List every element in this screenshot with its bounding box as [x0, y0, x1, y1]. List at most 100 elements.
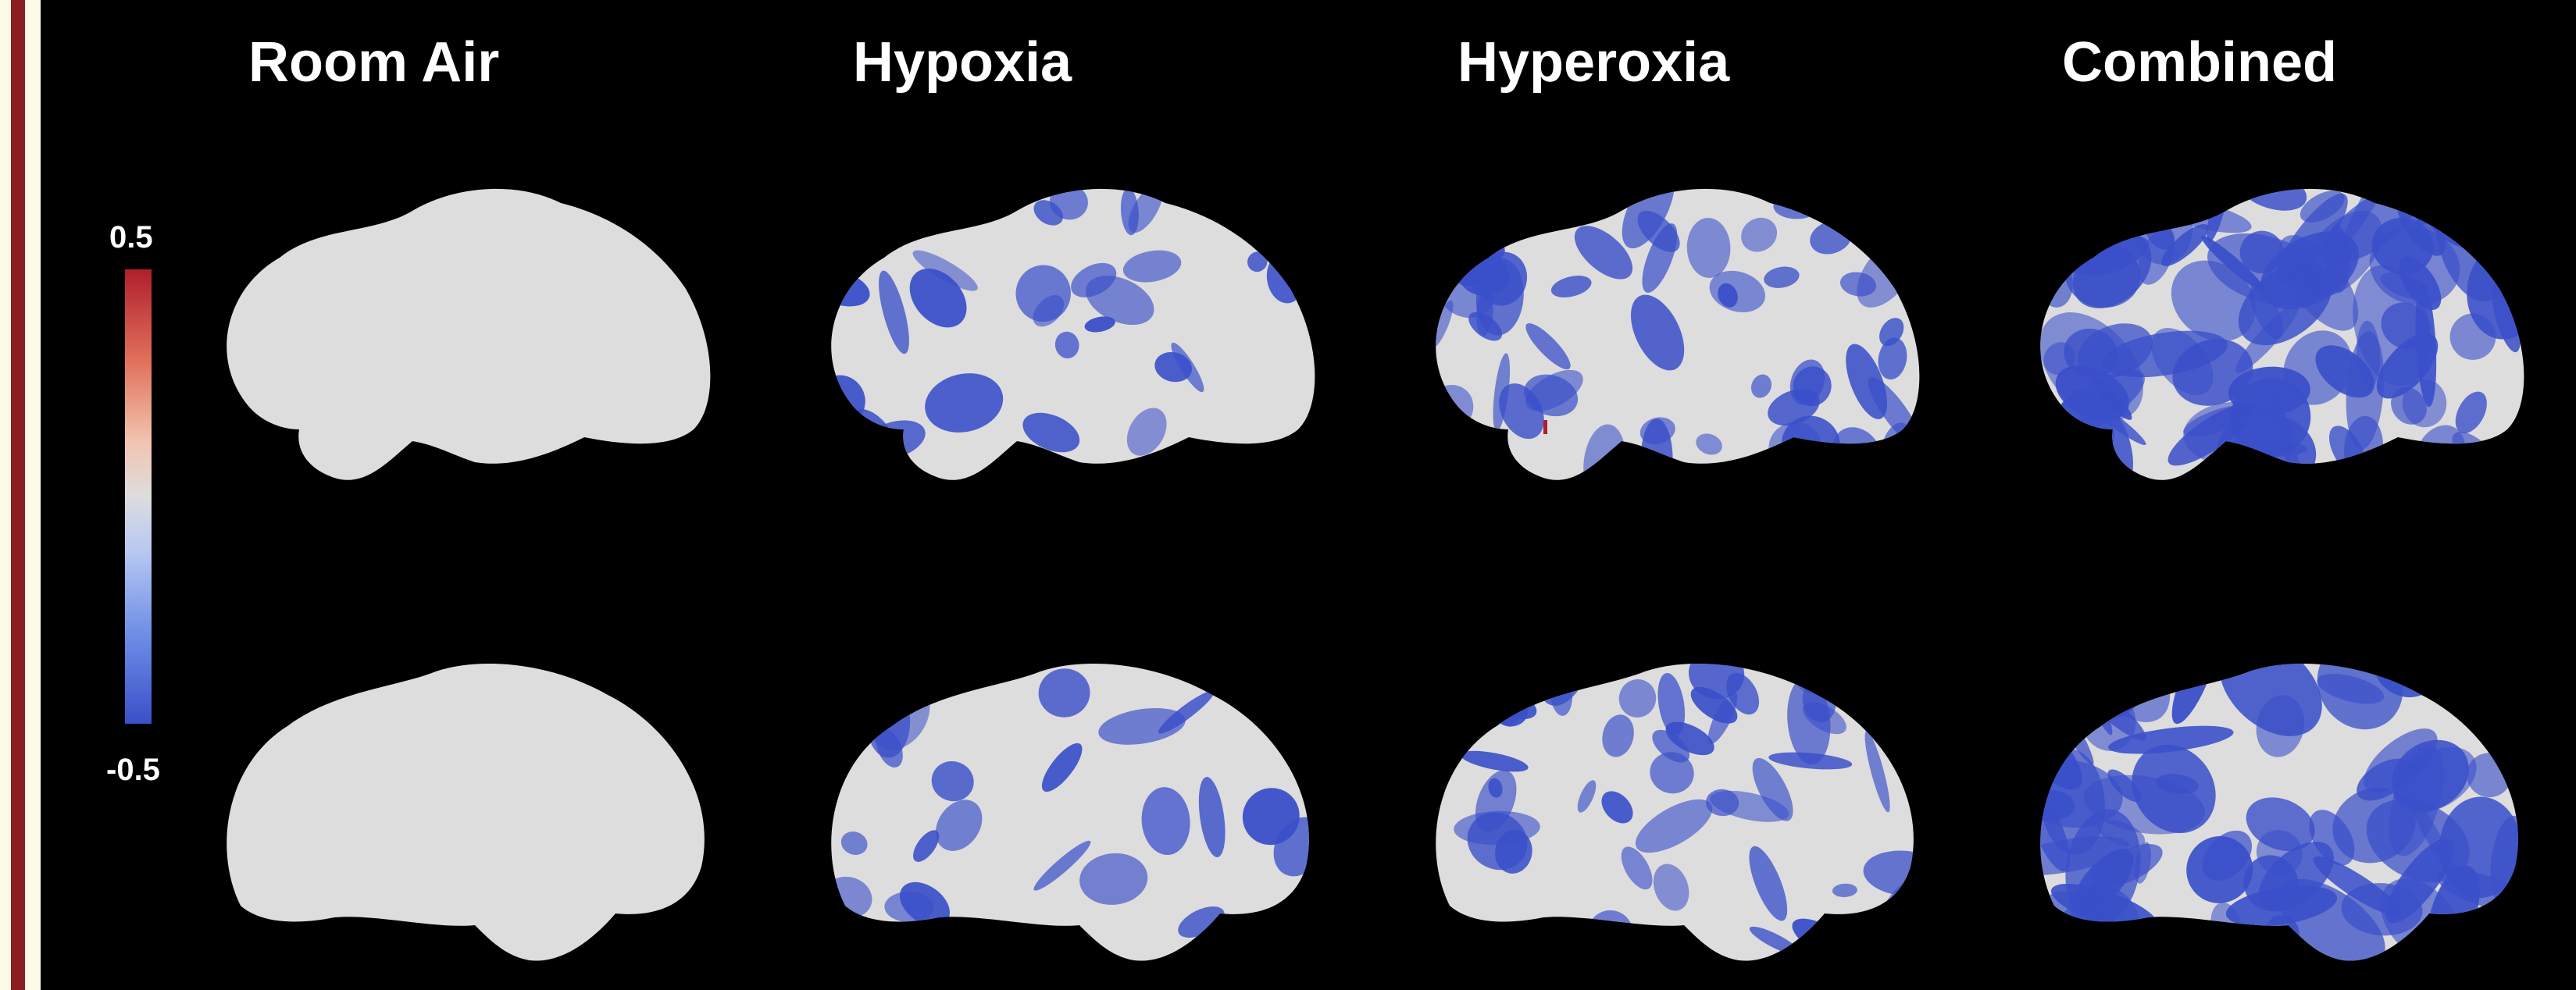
activation-blob: [1084, 316, 1115, 333]
activation-blob: [1622, 188, 1675, 249]
activation-blob: [2040, 792, 2071, 872]
activation-blob: [1602, 714, 1634, 757]
activation-blob: [1650, 752, 1694, 794]
brain-lateral-0: [227, 188, 711, 480]
activation-blob: [1054, 331, 1079, 359]
activation-blob: [2391, 386, 2427, 425]
activation-blob: [1642, 223, 1678, 293]
activation-blob: [1178, 906, 1225, 938]
activation-blob: [931, 761, 974, 802]
activation-blob: [2246, 797, 2315, 852]
brain-surface: [831, 664, 1309, 961]
activation-blob: [1726, 672, 1760, 715]
activation-blob: [2078, 235, 2150, 276]
activation-blob: [1436, 439, 1468, 480]
brain-surface: [227, 188, 711, 480]
brain-medial-2: [1436, 664, 1914, 961]
brain-medial-1: [831, 664, 1309, 961]
activation-blob: [1653, 864, 1689, 911]
activation-blob: [1033, 840, 1091, 891]
activation-blob: [1041, 742, 1083, 792]
activation-blob: [1832, 883, 1857, 898]
activation-blob: [2108, 725, 2234, 754]
activation-blob: [2043, 342, 2075, 376]
activation-blob: [1475, 188, 1534, 225]
activation-blob: [879, 270, 909, 354]
activation-blob: [2455, 391, 2487, 434]
title-hyperoxia: Hyperoxia: [1457, 31, 1730, 94]
activation-blob: [2155, 664, 2190, 678]
activation-blob: [1768, 752, 1853, 770]
activation-blob: [2416, 188, 2474, 226]
activation-blob: [1098, 707, 1186, 745]
activation-blob: [1705, 789, 1739, 817]
colorbar-max-label: 0.5: [109, 220, 153, 255]
activation-blob: [831, 664, 879, 714]
activation-blob: [2415, 283, 2437, 408]
activation-blob: [1752, 757, 1793, 821]
activation-blob: [1846, 344, 1887, 419]
activation-blob: [2239, 230, 2284, 273]
activation-blob: [2467, 188, 2517, 208]
activation-blob: [1120, 188, 1139, 236]
activation-blob: [876, 695, 900, 721]
brain-medial-3: [2040, 664, 2518, 961]
activation-blob: [935, 799, 983, 851]
activation-blob: [1863, 850, 1914, 896]
activation-blob: [860, 193, 893, 220]
activation-blob: [1022, 412, 1080, 453]
activation-blob: [2483, 703, 2518, 749]
activation-blob: [1630, 294, 1685, 371]
activation-blob: [847, 429, 902, 466]
activation-blob: [1468, 312, 1503, 341]
activation-blob: [1086, 276, 1154, 326]
activation-blob: [925, 373, 1004, 433]
activation-blob: [2068, 188, 2123, 219]
activation-blob: [1601, 791, 1633, 824]
activation-blob: [2447, 664, 2514, 710]
activation-blob: [1878, 337, 1907, 380]
activation-blob: [1038, 668, 1090, 718]
activation-blob: [1573, 188, 1621, 208]
activation-blob: [1126, 408, 1167, 456]
activation-blob: [1577, 780, 1597, 813]
activation-blob: [858, 685, 888, 703]
brain-lateral-2: [1436, 188, 1920, 480]
activation-blob: [1242, 788, 1300, 846]
title-room-air: Room Air: [248, 31, 500, 94]
activation-blob: [2183, 404, 2253, 437]
title-combined: Combined: [2062, 31, 2337, 94]
activation-blob: [2300, 211, 2383, 297]
title-hypoxia: Hypoxia: [853, 31, 1072, 94]
activation-blob: [1436, 301, 1454, 348]
activation-blob: [2299, 191, 2345, 223]
activation-blob: [840, 832, 868, 855]
activation-blob: [1482, 188, 1557, 220]
activation-blob: [2392, 739, 2469, 812]
colorbar-min-label: -0.5: [106, 753, 160, 787]
brain-lateral-3: [2040, 188, 2524, 480]
activation-blob: [1696, 433, 1722, 455]
activation-blob: [2202, 830, 2253, 881]
activation-blob: [1787, 677, 1831, 765]
activation-blob: [2490, 815, 2518, 910]
activation-blob: [1868, 913, 1893, 960]
activation-blob: [1709, 270, 1765, 312]
activation-blob: [2278, 878, 2385, 961]
activation-blob: [2078, 323, 2153, 379]
activation-blob: [1467, 812, 1528, 871]
activation-blob: [2489, 226, 2517, 249]
activation-blob: [1122, 250, 1182, 283]
activation-blob: [1657, 673, 1686, 736]
activation-blob: [1436, 664, 1500, 712]
activation-blob: [913, 830, 940, 862]
activation-blob: [2485, 188, 2519, 264]
activation-blob: [1154, 351, 1193, 383]
activation-blob: [1247, 251, 1268, 272]
activation-blob: [1850, 194, 1878, 240]
activation-blob: [1525, 369, 1583, 411]
activation-blob: [1707, 692, 1738, 744]
activation-blob: [1750, 374, 1772, 398]
activation-blob: [2040, 671, 2094, 765]
